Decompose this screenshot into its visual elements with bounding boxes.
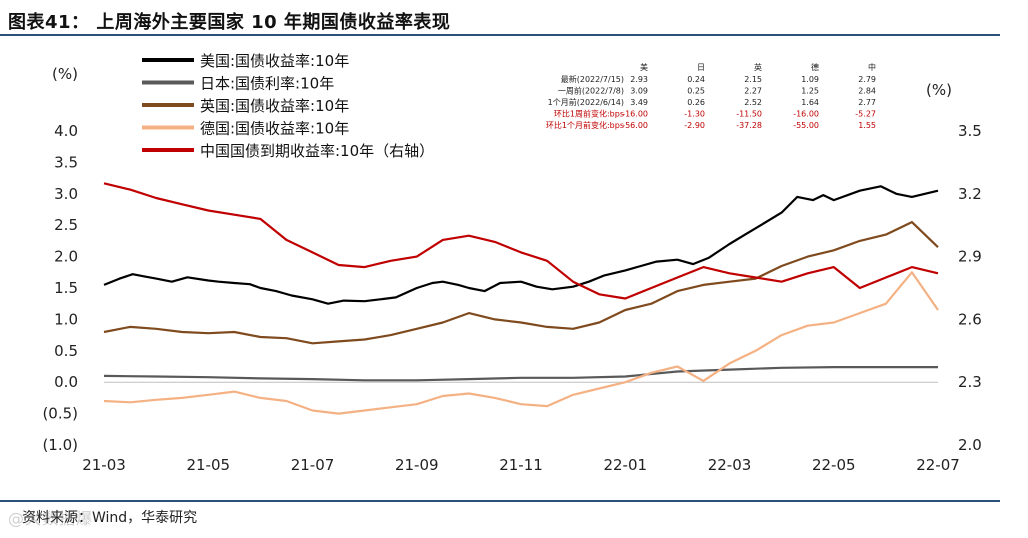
x-tick-label: 21-11: [499, 456, 543, 474]
x-tick-label: 22-05: [812, 456, 856, 474]
table-cell: -11.50: [736, 110, 762, 119]
table-row-label: 环比1个月前变化:bps: [546, 120, 624, 130]
y-right-tick-label: 3.5: [958, 122, 982, 140]
y-left-tick-label: (0.5): [42, 405, 78, 423]
table-cell: 1.09: [801, 75, 819, 84]
table-cell: -1.30: [684, 110, 705, 119]
table-cell: 2.84: [858, 87, 876, 96]
table-header: 美: [640, 62, 648, 72]
table-cell: 2.93: [630, 75, 648, 84]
legend-label: 英国:国债收益率:10年: [200, 97, 349, 115]
table-header: 德: [811, 62, 819, 72]
y-left-tick-label: 2.0: [54, 248, 78, 266]
table-row-label: 1个月前(2022/6/14): [548, 97, 624, 107]
summary-table: 美 日 英 德 中最新(2022/7/15) 2.93 0.24 2.15 1.09 2.79 一周…: [546, 62, 876, 130]
y-left-tick-label: 2.5: [54, 216, 78, 234]
table-cell: 0.26: [687, 98, 705, 107]
table-cell: 1.64: [801, 98, 819, 107]
table-cell: -37.28: [736, 121, 762, 130]
table-header: 中: [868, 62, 876, 72]
table-cell: 1.55: [858, 121, 876, 130]
table-cell: 2.27: [744, 87, 762, 96]
y-right-tick-label: 2.6: [958, 310, 982, 328]
axes-layer: 4.0 3.5 3.0 2.5 2.0 1.5 1.0 0.5 0.0 (0.5) (1.0) 3.5…: [42, 65, 981, 474]
y-left-tick-label: 1.0: [54, 310, 78, 328]
chart-svg: 4.0 3.5 3.0 2.5 2.0 1.5 1.0 0.5 0.0 (0.5) (1.0) 3.5…: [42, 52, 981, 474]
table-cell: -55.00: [793, 121, 819, 130]
x-tick-label: 21-03: [82, 456, 126, 474]
legend-label: 中国国债到期收益率:10年（右轴）: [200, 142, 434, 160]
legend-label: 德国:国债收益率:10年: [200, 120, 349, 138]
y-left-tick-label: 0.0: [54, 373, 78, 391]
table-cell: -16.00: [793, 110, 819, 119]
legend-label: 日本:国债利率:10年: [200, 75, 334, 93]
y-left-tick-label: 3.5: [54, 153, 78, 171]
x-tick-label: 21-07: [291, 456, 335, 474]
y-right-tick-label: 3.2: [958, 185, 982, 203]
table-row-label: 环比1周前变化:bps: [554, 109, 624, 119]
table-cell: -16.00: [622, 110, 648, 119]
series-line-3: [103, 271, 939, 415]
figure-title: 图表41： 上周海外主要国家 10 年期国债收益率表现: [8, 12, 451, 33]
y-left-tick-label: (1.0): [42, 436, 78, 454]
y-left-tick-label: 4.0: [54, 122, 78, 140]
table-cell: -56.00: [622, 121, 648, 130]
table-cell: 2.52: [744, 98, 762, 107]
title-rule: [0, 34, 1000, 36]
y-left-tick-label: 0.5: [54, 342, 78, 360]
series-line-4: [103, 182, 939, 300]
y-right-tick-label: 2.0: [958, 436, 982, 454]
table-cell: 2.77: [858, 98, 876, 107]
table-cell: 0.24: [687, 75, 705, 84]
series-line-2: [103, 221, 939, 345]
legend: 美国:国债收益率:10年日本:国债利率:10年英国:国债收益率:10年德国:国债…: [142, 52, 434, 160]
series-line-0: [103, 185, 939, 305]
table-cell: -2.90: [684, 121, 705, 130]
x-tick-label: 22-07: [916, 456, 960, 474]
table-cell: 2.15: [744, 75, 762, 84]
series-line-1: [103, 366, 938, 382]
x-tick-label: 22-01: [603, 456, 647, 474]
legend-label: 美国:国债收益率:10年: [200, 52, 349, 70]
table-cell: 3.09: [630, 87, 648, 96]
x-tick-label: 22-03: [708, 456, 752, 474]
table-cell: 1.25: [801, 87, 819, 96]
y-left-tick-label: 1.5: [54, 279, 78, 297]
table-header: 日: [697, 63, 705, 72]
table-row-label: 一周前(2022/7/8): [558, 86, 624, 96]
x-tick-label: 21-05: [186, 456, 230, 474]
table-cell: 2.79: [858, 75, 876, 84]
y-left-unit: (%): [52, 65, 78, 83]
table-cell: -5.27: [855, 110, 876, 119]
footer-rule: [0, 500, 1000, 502]
source-note: 资料来源：Wind，华泰研究: [22, 510, 198, 526]
series-layer: [103, 182, 939, 415]
table-cell: 3.49: [630, 98, 648, 107]
y-left-tick-label: 3.0: [54, 185, 78, 203]
y-right-tick-label: 2.3: [958, 373, 982, 391]
watermark: @大数据爆: [8, 509, 94, 528]
table-row-label: 最新(2022/7/15): [561, 74, 624, 84]
table-cell: 0.25: [687, 87, 705, 96]
y-right-tick-label: 2.9: [958, 248, 982, 266]
table-header: 英: [754, 62, 762, 72]
y-right-unit: (%): [926, 81, 952, 99]
x-tick-label: 21-09: [395, 456, 439, 474]
